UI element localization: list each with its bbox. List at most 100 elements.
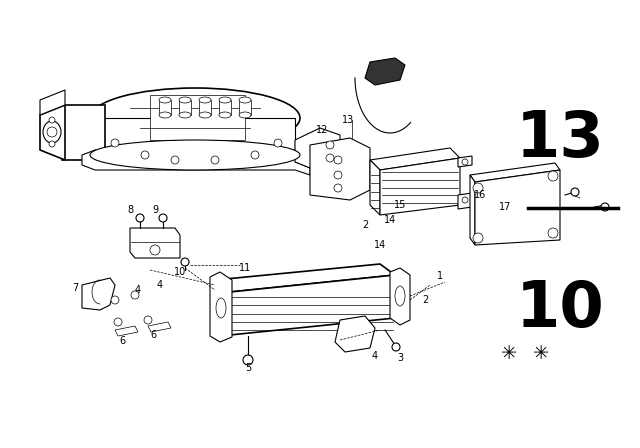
Circle shape (131, 291, 139, 299)
Polygon shape (219, 100, 231, 115)
Text: 6: 6 (119, 336, 125, 346)
Polygon shape (215, 280, 230, 335)
Polygon shape (310, 138, 370, 200)
Circle shape (274, 139, 282, 147)
Circle shape (548, 171, 558, 181)
Ellipse shape (395, 286, 405, 306)
Circle shape (571, 188, 579, 196)
Circle shape (601, 203, 609, 211)
Text: 12: 12 (316, 125, 328, 135)
Ellipse shape (219, 112, 231, 118)
Circle shape (136, 214, 144, 222)
Circle shape (49, 141, 55, 147)
Text: 10: 10 (516, 278, 604, 340)
Polygon shape (82, 278, 115, 310)
Polygon shape (40, 105, 65, 160)
Text: 9: 9 (152, 205, 158, 215)
Polygon shape (159, 100, 171, 115)
Ellipse shape (199, 97, 211, 103)
Text: 14: 14 (384, 215, 396, 225)
Text: 16: 16 (474, 190, 486, 200)
Circle shape (462, 159, 468, 165)
Polygon shape (390, 268, 410, 325)
Ellipse shape (43, 121, 61, 143)
Text: 7: 7 (72, 283, 78, 293)
Polygon shape (150, 95, 245, 140)
Polygon shape (470, 163, 560, 182)
Circle shape (334, 184, 342, 192)
Circle shape (392, 343, 400, 351)
Ellipse shape (239, 112, 251, 118)
Text: 3: 3 (397, 353, 403, 363)
Polygon shape (370, 160, 380, 215)
Circle shape (150, 245, 160, 255)
Text: ✳: ✳ (532, 345, 549, 363)
Polygon shape (295, 128, 340, 172)
Text: 11: 11 (239, 263, 251, 273)
Polygon shape (62, 105, 105, 160)
Circle shape (211, 156, 219, 164)
Circle shape (114, 318, 122, 326)
Circle shape (159, 214, 167, 222)
Ellipse shape (199, 112, 211, 118)
Text: 14: 14 (374, 240, 386, 250)
Polygon shape (239, 100, 251, 115)
Text: 5: 5 (245, 363, 251, 373)
Ellipse shape (90, 88, 300, 148)
Polygon shape (475, 170, 560, 245)
Circle shape (251, 151, 259, 159)
Ellipse shape (179, 97, 191, 103)
Polygon shape (130, 228, 180, 258)
Circle shape (243, 355, 253, 365)
Text: 8: 8 (127, 205, 133, 215)
Text: ✳: ✳ (500, 345, 517, 363)
Ellipse shape (159, 112, 171, 118)
Polygon shape (230, 275, 395, 335)
Polygon shape (115, 326, 138, 336)
Ellipse shape (219, 97, 231, 103)
Ellipse shape (239, 97, 251, 103)
Polygon shape (215, 264, 395, 292)
Polygon shape (210, 272, 232, 342)
Text: 17: 17 (499, 202, 511, 212)
Circle shape (111, 139, 119, 147)
Text: 2: 2 (362, 220, 368, 230)
Circle shape (144, 316, 152, 324)
Text: 15: 15 (394, 200, 406, 210)
Polygon shape (470, 175, 475, 245)
Polygon shape (40, 90, 65, 115)
Circle shape (473, 233, 483, 243)
Polygon shape (365, 58, 405, 85)
Polygon shape (95, 118, 295, 155)
Polygon shape (199, 100, 211, 115)
Text: 2: 2 (422, 295, 428, 305)
Polygon shape (148, 322, 171, 332)
Text: 10: 10 (174, 267, 186, 277)
Circle shape (548, 228, 558, 238)
Text: 4: 4 (157, 280, 163, 290)
Ellipse shape (179, 112, 191, 118)
Circle shape (326, 141, 334, 149)
Circle shape (111, 296, 119, 304)
Circle shape (462, 197, 468, 203)
Circle shape (141, 151, 149, 159)
Text: 6: 6 (150, 330, 156, 340)
Text: 4: 4 (135, 285, 141, 295)
Polygon shape (370, 148, 460, 170)
Polygon shape (82, 150, 310, 175)
Polygon shape (458, 156, 472, 167)
Circle shape (181, 258, 189, 266)
Circle shape (326, 154, 334, 162)
Text: 1: 1 (437, 271, 443, 281)
Circle shape (171, 156, 179, 164)
Text: 13: 13 (342, 115, 354, 125)
Polygon shape (458, 193, 472, 209)
Ellipse shape (216, 298, 226, 318)
Circle shape (473, 183, 483, 193)
Ellipse shape (159, 97, 171, 103)
Circle shape (334, 156, 342, 164)
Text: 4: 4 (372, 351, 378, 361)
Circle shape (47, 127, 57, 137)
Circle shape (49, 117, 55, 123)
Ellipse shape (90, 140, 300, 170)
